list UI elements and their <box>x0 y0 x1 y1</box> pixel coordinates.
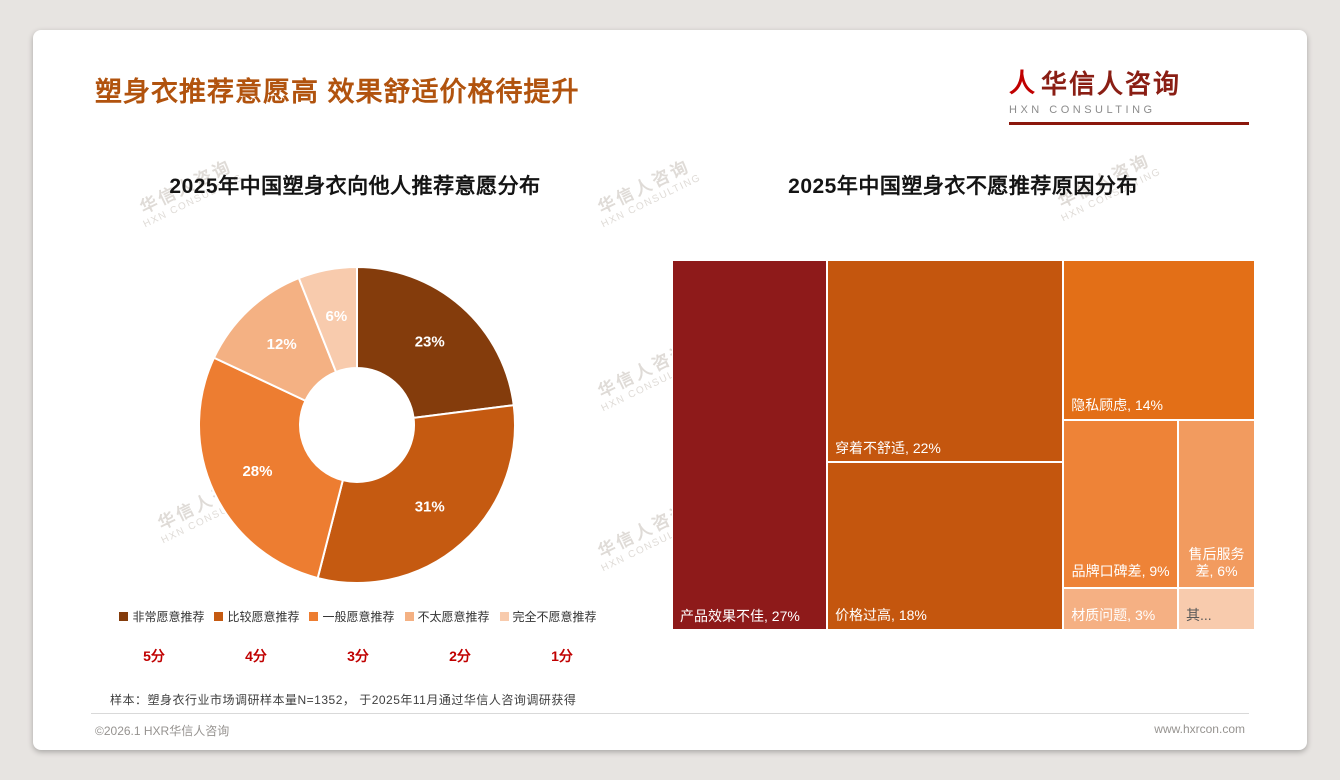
legend-label: 不太愿意推荐 <box>417 610 490 624</box>
donut-chart: 23% 31% 28% 12% 6% <box>198 265 516 584</box>
score-row: 5分 4分 3分 2分 1分 <box>103 646 613 666</box>
legend-item: 不太愿意推荐 <box>404 608 490 625</box>
logo-underline <box>1009 122 1249 125</box>
treemap-chart-title: 2025年中国塑身衣不愿推荐原因分布 <box>788 175 1138 198</box>
legend-item: 一般愿意推荐 <box>309 608 395 625</box>
donut-label: 6% <box>326 308 348 325</box>
treemap-cell-3: 价格过高, 18% <box>827 462 1064 630</box>
donut-label: 31% <box>415 498 445 515</box>
donut-segment-5 <box>297 265 358 374</box>
treemap-cell-label: 售后服务差, 6% <box>1188 545 1245 580</box>
donut-segment-2 <box>316 404 516 584</box>
donut-label: 23% <box>415 333 445 350</box>
sample-note: 样本：塑身衣行业市场调研样本量N=1352， 于2025年11月通过华信人咨询调… <box>110 693 577 707</box>
logo-name: 华信人咨询 <box>1041 69 1182 99</box>
footer-divider <box>91 713 1249 714</box>
legend-swatch <box>499 612 509 621</box>
legend-swatch <box>404 612 414 621</box>
legend-item: 非常愿意推荐 <box>119 608 204 625</box>
donut-segment-1 <box>356 265 515 419</box>
logo: 人 华信人咨询 HXN CONSULTING <box>1009 64 1249 125</box>
legend-swatch <box>309 612 319 621</box>
treemap-cell-5: 品牌口碑差, 9% <box>1063 419 1179 588</box>
legend-item: 比较愿意推荐 <box>214 608 299 625</box>
treemap-cell-label: 其... <box>1186 607 1212 624</box>
treemap-cell-6: 售后服务差, 6% <box>1178 419 1255 588</box>
donut-legend: 非常愿意推荐 比较愿意推荐 一般愿意推荐 不太愿意推荐 完全不愿意推荐 <box>88 608 628 625</box>
legend-swatch <box>119 612 129 621</box>
treemap-chart: 产品效果不佳, 27% 穿着不舒适, 22% 价格过高, 18% 隐私顾虑, 14% 品… <box>672 260 1255 630</box>
treemap-cell-label: 品牌口碑差, 9% <box>1071 563 1170 580</box>
donut-segment-4 <box>212 276 338 403</box>
logo-subtitle: HXN CONSULTING <box>1009 104 1156 116</box>
treemap-cell-4: 隐私顾虑, 14% <box>1063 260 1255 420</box>
footer-website: www.hxrcon.com <box>1154 722 1245 736</box>
legend-item: 完全不愿意推荐 <box>499 608 597 625</box>
donut-segment-3 <box>198 356 345 580</box>
treemap-cell-2: 穿着不舒适, 22% <box>827 260 1064 463</box>
page-title: 塑身衣推荐意愿高 效果舒适价格待提升 <box>95 77 580 107</box>
slide-card: 华信人咨询 HXN CONSULTING 华信人咨询 HXN CONSULTING 华信… <box>33 30 1307 750</box>
score-label: 2分 <box>449 648 471 664</box>
treemap-cell-label: 材质问题, 3% <box>1071 607 1156 624</box>
donut-label: 12% <box>267 336 297 353</box>
donut-chart-title: 2025年中国塑身衣向他人推荐意愿分布 <box>169 175 541 198</box>
legend-swatch <box>214 612 224 621</box>
treemap-cell-7: 材质问题, 3% <box>1063 587 1179 630</box>
logo-icon: 人 <box>1009 67 1036 98</box>
treemap-cell-label: 隐私顾虑, 14% <box>1071 397 1163 414</box>
score-label: 1分 <box>551 648 573 664</box>
score-label: 4分 <box>245 648 267 664</box>
treemap-cell-label: 穿着不舒适, 22% <box>835 439 941 456</box>
treemap-cell-8: 其... <box>1178 587 1255 630</box>
footer-copyright: ©2026.1 HXR华信人咨询 <box>95 724 230 738</box>
legend-label: 比较愿意推荐 <box>227 610 300 624</box>
treemap-cell-label: 价格过高, 18% <box>835 607 927 624</box>
legend-label: 一般愿意推荐 <box>322 610 395 624</box>
treemap-cell-1: 产品效果不佳, 27% <box>672 260 828 630</box>
score-label: 3分 <box>347 648 369 664</box>
score-label: 5分 <box>143 648 165 664</box>
treemap-cell-label: 产品效果不佳, 27% <box>680 607 800 624</box>
legend-label: 完全不愿意推荐 <box>512 610 597 624</box>
legend-label: 非常愿意推荐 <box>132 610 205 624</box>
donut-label: 28% <box>242 463 272 480</box>
